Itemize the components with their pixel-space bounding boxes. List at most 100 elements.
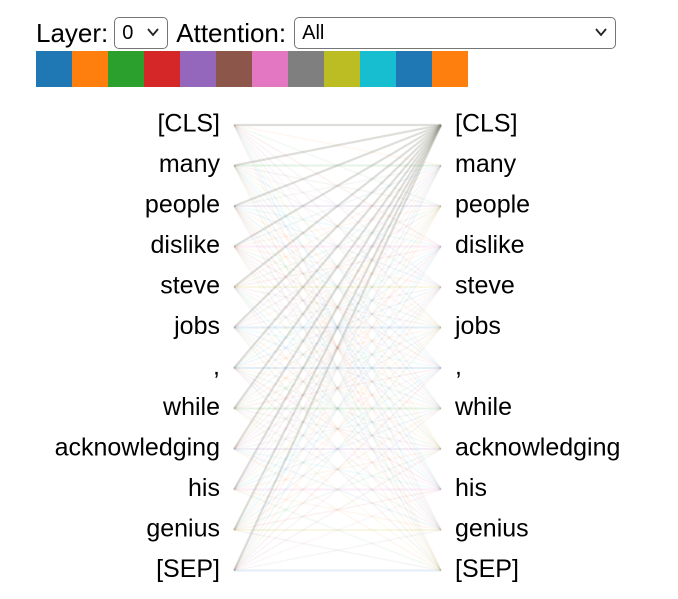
attention-line xyxy=(233,164,442,288)
attention-line xyxy=(233,124,442,207)
attention-line xyxy=(233,286,442,571)
right-token[interactable]: genius xyxy=(455,515,529,543)
attention-line xyxy=(233,326,442,572)
attention-line xyxy=(233,286,442,450)
head-swatch-10[interactable] xyxy=(396,51,432,87)
attention-line xyxy=(233,205,442,410)
attention-line xyxy=(233,326,442,531)
left-token[interactable]: his xyxy=(188,474,220,502)
attention-select[interactable]: All xyxy=(294,17,617,49)
right-token[interactable]: many xyxy=(455,150,517,178)
right-token[interactable]: while xyxy=(454,393,512,421)
right-token[interactable]: [SEP] xyxy=(455,555,519,583)
attention-line xyxy=(233,407,442,450)
attention-line xyxy=(233,286,442,369)
attention-line xyxy=(233,448,442,572)
attention-line xyxy=(233,165,442,450)
attention-line xyxy=(233,326,442,450)
attention-line xyxy=(233,326,442,531)
left-token[interactable]: acknowledging xyxy=(55,434,220,462)
head-swatch-5[interactable] xyxy=(216,51,252,87)
attention-line xyxy=(233,286,442,531)
right-token[interactable]: steve xyxy=(455,272,515,300)
attention-line xyxy=(233,124,442,369)
attention-line xyxy=(233,246,442,571)
attention-line xyxy=(233,529,442,572)
right-token[interactable]: his xyxy=(455,474,487,502)
right-token[interactable]: , xyxy=(455,353,462,381)
left-token[interactable]: many xyxy=(159,150,221,178)
attention-line xyxy=(233,164,442,329)
attention-line xyxy=(233,124,442,450)
attention-line xyxy=(233,488,442,531)
right-token[interactable]: [CLS] xyxy=(455,110,518,138)
right-token[interactable]: acknowledging xyxy=(455,434,620,462)
attention-line xyxy=(233,205,442,410)
attention-line xyxy=(233,124,442,531)
attention-line xyxy=(233,245,442,288)
head-swatch-7[interactable] xyxy=(288,51,324,87)
left-token[interactable]: genius xyxy=(146,515,220,543)
left-token[interactable]: dislike xyxy=(151,231,220,259)
left-token[interactable]: while xyxy=(162,393,220,421)
head-swatch-9[interactable] xyxy=(360,51,396,87)
right-token[interactable]: dislike xyxy=(455,231,524,259)
attention-line xyxy=(233,367,442,491)
attention-line xyxy=(233,367,442,572)
attention-line xyxy=(233,245,442,410)
attention-label: Attention: xyxy=(176,17,287,48)
attention-line xyxy=(233,529,442,572)
attention-line xyxy=(233,205,442,490)
attention-line xyxy=(233,326,442,369)
left-token[interactable]: [SEP] xyxy=(156,555,220,583)
attention-line xyxy=(233,124,442,450)
head-swatch-4[interactable] xyxy=(180,51,216,87)
head-swatch-2[interactable] xyxy=(108,51,144,87)
left-token[interactable]: jobs xyxy=(173,312,220,340)
head-swatch-11[interactable] xyxy=(432,51,468,87)
attention-line xyxy=(233,326,442,491)
attention-line xyxy=(233,164,442,207)
attention-line xyxy=(233,165,442,490)
attention-line xyxy=(233,245,442,288)
attention-line xyxy=(233,205,442,571)
attention-line xyxy=(233,407,442,572)
attention-line xyxy=(233,164,442,248)
head-swatch-8[interactable] xyxy=(324,51,360,87)
right-token[interactable]: jobs xyxy=(454,312,501,340)
head-swatch-1[interactable] xyxy=(72,51,108,87)
left-token[interactable]: [CLS] xyxy=(157,110,220,138)
attention-line xyxy=(233,205,442,369)
attention-line xyxy=(233,205,442,329)
attention-line xyxy=(233,448,442,491)
attention-line xyxy=(233,205,442,571)
right-token[interactable]: people xyxy=(455,191,530,219)
left-token[interactable]: people xyxy=(145,191,220,219)
attention-line xyxy=(233,407,442,572)
head-swatch-0[interactable] xyxy=(36,51,72,87)
attention-line xyxy=(233,124,442,531)
attention-line xyxy=(233,124,442,329)
attention-line xyxy=(233,286,442,531)
attention-line xyxy=(233,367,442,491)
attention-line xyxy=(233,367,442,410)
attention-line xyxy=(233,245,442,491)
attention-line xyxy=(233,246,442,531)
attention-line xyxy=(233,205,442,490)
attention-line xyxy=(233,367,442,450)
attention-line xyxy=(233,448,442,531)
attention-line xyxy=(233,367,442,450)
left-token[interactable]: , xyxy=(213,353,220,381)
layer-select[interactable]: 0 xyxy=(114,17,169,49)
head-swatch-6[interactable] xyxy=(252,51,288,87)
left-token[interactable]: steve xyxy=(160,272,220,300)
head-swatch-3[interactable] xyxy=(144,51,180,87)
attention-line xyxy=(233,164,442,248)
attention-line xyxy=(233,165,442,450)
attention-line xyxy=(233,286,442,410)
attention-line xyxy=(233,448,442,572)
attention-line xyxy=(233,407,442,491)
chevron-down-icon xyxy=(595,28,607,37)
attention-line xyxy=(233,205,442,329)
head-color-swatches xyxy=(36,51,468,87)
